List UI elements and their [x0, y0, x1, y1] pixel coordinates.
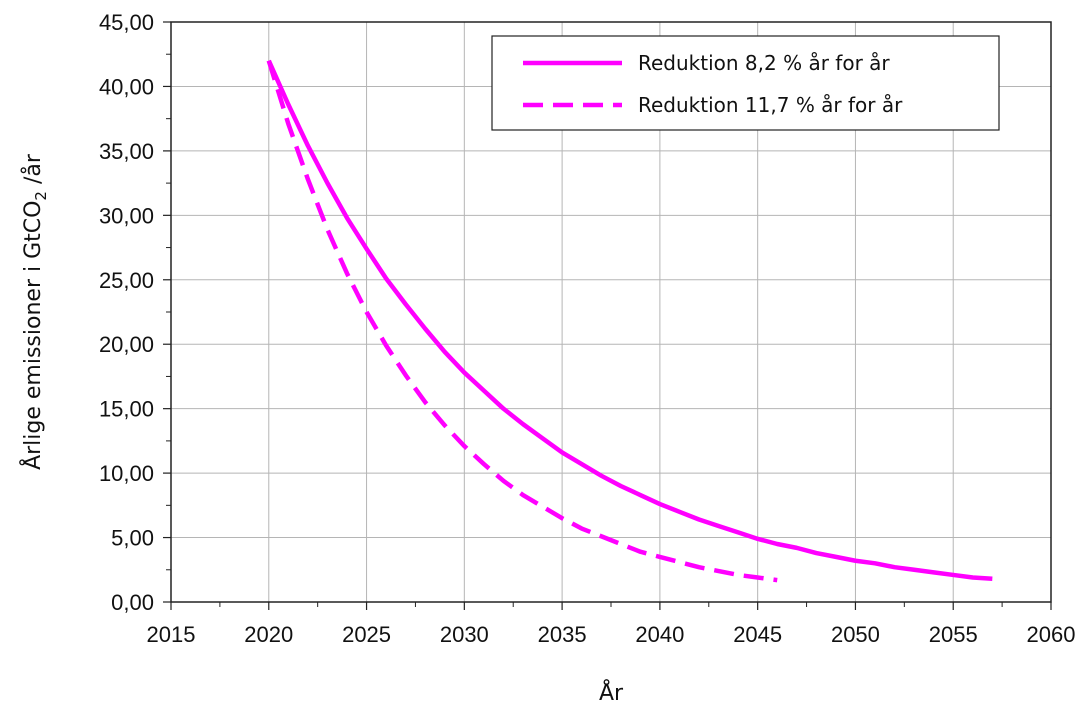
y-tick-label: 20,00	[99, 332, 154, 357]
x-tick-label: 2035	[538, 622, 587, 647]
y-tick-label: 30,00	[99, 203, 154, 228]
legend-label-solid: Reduktion 8,2 % år for år	[638, 51, 890, 75]
y-tick-label: 40,00	[99, 74, 154, 99]
x-tick-label: 2055	[929, 622, 978, 647]
series-line-solid	[266, 59, 993, 582]
y-tick-label: 25,00	[99, 268, 154, 293]
legend-label-dashed: Reduktion 11,7 % år for år	[638, 93, 903, 117]
y-axis-title-subscript: 2	[32, 191, 50, 201]
y-axis-title-unit: /år	[20, 153, 46, 191]
legend: Reduktion 8,2 % år for år Reduktion 11,7…	[491, 35, 1000, 131]
minor-ticks	[163, 21, 1052, 610]
y-axis-title: Årlige emissioner i GtCO2 /år	[19, 153, 50, 470]
x-tick-label: 2025	[342, 622, 391, 647]
y-tick-labels: 0,00 5,00 10,00 15,00 20,00 25,00 30,00 35,00 40…	[99, 10, 154, 615]
y-tick-label: 35,00	[99, 139, 154, 164]
y-axis-title-main: Årlige emissioner i GtCO	[19, 201, 46, 470]
x-tick-labels: 2015 2020 2025 2030 2035 2040 2045 2050 2055 2060	[147, 622, 1076, 647]
y-tick-label: 15,00	[99, 397, 154, 422]
x-tick-label: 2045	[733, 622, 782, 647]
x-tick-label: 2060	[1027, 622, 1076, 647]
y-tick-label: 10,00	[99, 461, 154, 486]
y-tick-label: 5,00	[111, 526, 154, 551]
series-line-dashed	[266, 60, 778, 583]
x-tick-label: 2015	[147, 622, 196, 647]
x-tick-label: 2050	[831, 622, 880, 647]
x-tick-label: 2030	[440, 622, 489, 647]
legend-box	[491, 35, 1000, 131]
x-tick-label: 2020	[244, 622, 293, 647]
y-tick-label: 45,00	[99, 10, 154, 35]
series-layer	[266, 59, 993, 583]
y-tick-label: 0,00	[111, 590, 154, 615]
x-tick-label: 2040	[635, 622, 684, 647]
x-axis-title: År	[599, 679, 624, 706]
